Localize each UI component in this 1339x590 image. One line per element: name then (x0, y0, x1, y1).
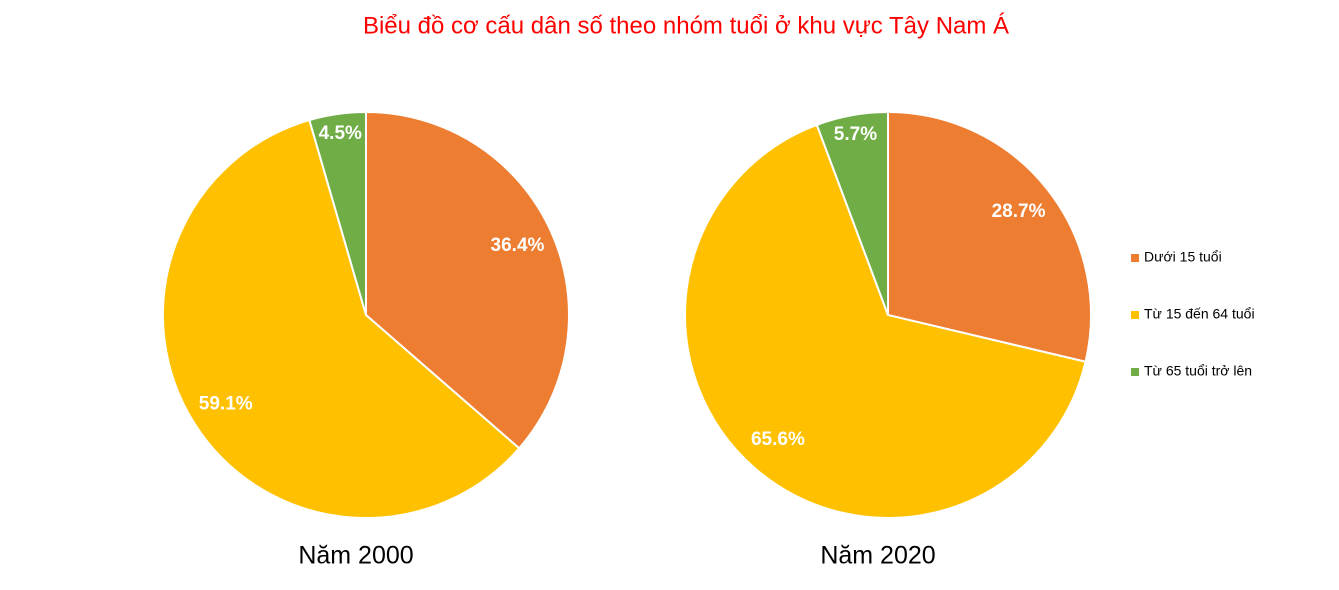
pie-slice (365, 110, 570, 450)
legend-swatch (1131, 368, 1139, 376)
pie-slice (815, 110, 889, 316)
data-label: 28.7% (992, 201, 1046, 222)
legend-label: Dưới 15 tuổi (1144, 249, 1222, 265)
pie-slice (162, 118, 521, 519)
data-label: 4.5% (319, 123, 362, 144)
legend-label: Từ 65 tuổi trở lên (1144, 363, 1252, 379)
legend-label: Từ 15 đến 64 tuổi (1144, 306, 1255, 322)
data-label: 5.7% (834, 124, 877, 145)
legend-swatch (1131, 254, 1139, 262)
data-label: 65.6% (751, 429, 805, 450)
legend-swatch (1131, 311, 1139, 319)
pie-slice (684, 123, 1087, 519)
pie-slice (887, 110, 1093, 363)
chart-title: Biểu đồ cơ cấu dân số theo nhóm tuổi ở k… (363, 12, 1009, 39)
pie-subtitle: Năm 2000 (298, 542, 413, 570)
pie-subtitle: Năm 2020 (820, 542, 935, 570)
data-label: 36.4% (491, 235, 545, 256)
pie-slice (308, 110, 367, 316)
data-label: 59.1% (199, 394, 253, 415)
